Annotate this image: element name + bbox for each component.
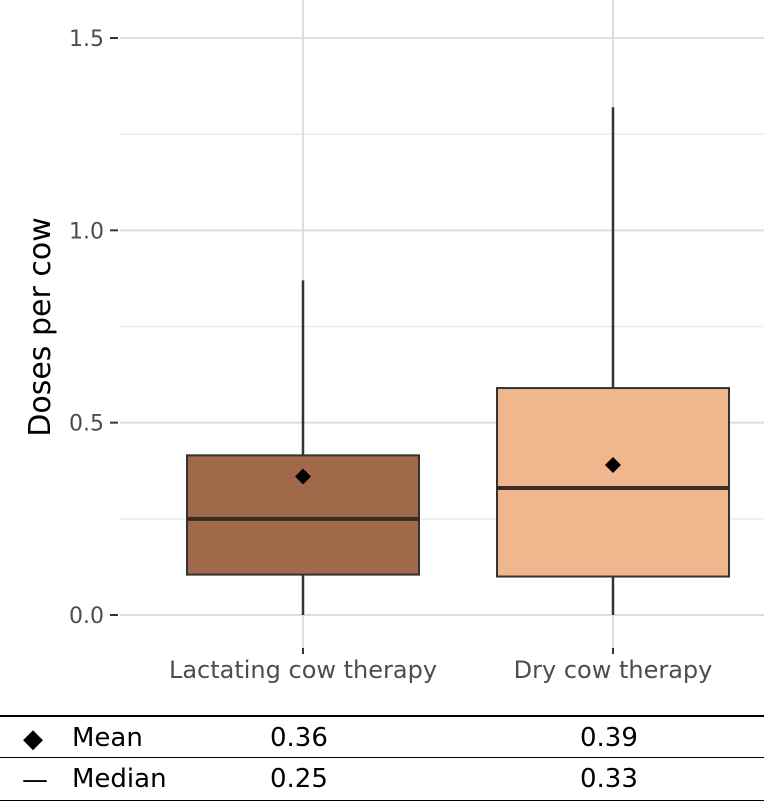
boxes [186, 107, 730, 615]
stats-median-lactating: 0.25 [270, 764, 328, 794]
box-lactating [186, 280, 420, 615]
mean-diamond [605, 456, 621, 473]
mean-diamond-icon: ◆ [23, 724, 43, 754]
y-tick-label: 1.0 [69, 219, 104, 244]
x-tick-label: Lactating cow therapy [169, 656, 437, 684]
stats-row-mean: ◆ Mean 0.36 0.39 [0, 719, 764, 759]
y-tick-label: 0.5 [69, 412, 104, 437]
stats-label-mean: Mean [72, 723, 143, 753]
iqr-box [496, 387, 730, 578]
stats-label-median: Median [72, 764, 167, 794]
stats-row-median: — Median 0.25 0.33 [0, 760, 764, 800]
mean-diamond [295, 468, 311, 485]
y-axis: 0.0 0.5 1.0 1.5 [69, 27, 118, 629]
stats-mean-lactating: 0.36 [270, 723, 328, 753]
summary-stats-table: ◆ Mean 0.36 0.39 — Median 0.25 0.33 [0, 715, 764, 801]
x-axis: Lactating cow therapy Dry cow therapy [169, 648, 712, 684]
median-line-icon: — [22, 765, 48, 795]
stats-mean-dry: 0.39 [580, 723, 638, 753]
y-tick-label: 1.5 [69, 27, 104, 52]
y-axis-title: Doses per cow [23, 217, 58, 436]
stats-median-dry: 0.33 [580, 764, 638, 794]
x-tick-label: Dry cow therapy [514, 656, 713, 684]
box-plot: 0.0 0.5 1.0 1.5 Doses per cow Lactating cow… [23, 0, 764, 684]
box-dry [496, 107, 730, 615]
table-divider [0, 757, 764, 758]
y-tick-label: 0.0 [69, 604, 104, 629]
